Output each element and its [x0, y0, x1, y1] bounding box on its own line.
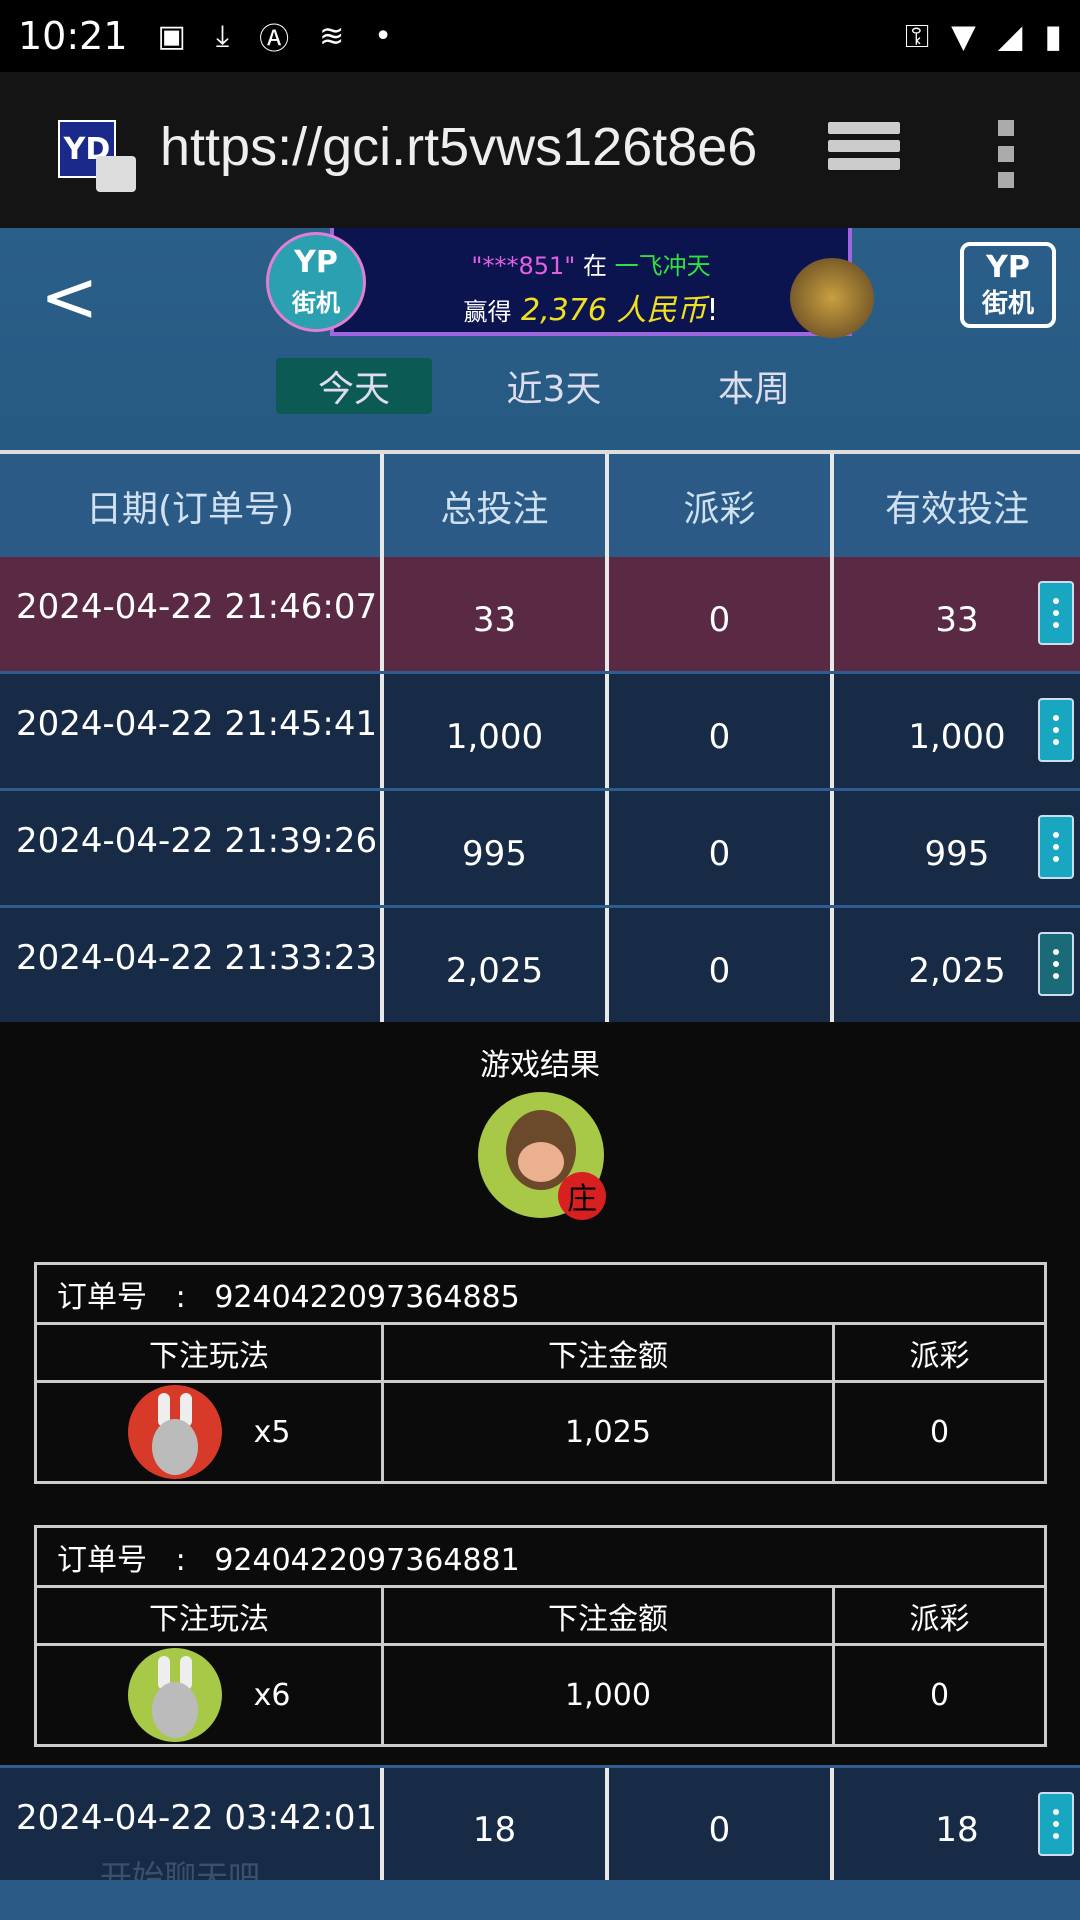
- tab-switcher-icon[interactable]: [828, 122, 900, 178]
- row-valid: 995: [924, 834, 990, 874]
- header-date: 日期(订单号): [0, 454, 384, 557]
- row-menu-icon[interactable]: [1038, 581, 1074, 645]
- table-row[interactable]: 2024-04-22 21:39:26 995 0 995: [0, 791, 1080, 908]
- win-announcement-banner: "***851" 在 一飞冲天 赢得 2,376 人民币!: [330, 228, 852, 336]
- row-total: 18: [384, 1768, 609, 1880]
- bet-multiplier: x6: [253, 1677, 291, 1713]
- banner-exclaim: !: [706, 293, 719, 328]
- clock: 10:21: [18, 14, 128, 58]
- status-bar: 10:21 ▣ ⤓ Ⓐ ≋ • ⚿ ▼ ◢ ▮: [0, 0, 1080, 72]
- treasure-chest-icon: [790, 258, 874, 338]
- row-payout: 0: [609, 674, 834, 788]
- bet-payout: 0: [929, 1414, 950, 1450]
- tab-today[interactable]: 今天: [276, 358, 432, 414]
- header-bet-amount: 下注金额: [384, 1325, 835, 1380]
- more-menu-icon[interactable]: [998, 120, 1018, 198]
- page-header: < "***851" 在 一飞冲天 赢得 2,376 人民币! YP 街机 YP 街…: [0, 228, 1080, 450]
- bet-payout: 0: [929, 1677, 950, 1713]
- dot-icon: •: [374, 18, 392, 54]
- battery-charging-icon: ▮: [1044, 16, 1062, 55]
- table-row[interactable]: 2024-04-22 21:46:07 33 0 33: [0, 557, 1080, 674]
- lock-icon[interactable]: [96, 156, 136, 192]
- table-row[interactable]: 2024-04-22 03:42:01 18 0 18: [0, 1765, 1080, 1880]
- yp-badge-logo: YP 街机: [266, 232, 366, 332]
- nfc-icon: ≋: [319, 18, 345, 54]
- banner-game: 一飞冲天: [614, 252, 711, 280]
- banner-user: "***851": [471, 252, 576, 280]
- row-menu-icon[interactable]: [1038, 698, 1074, 762]
- header-payout: 派彩: [909, 1338, 970, 1374]
- signal-icon: ◢: [997, 16, 1023, 55]
- row-menu-icon[interactable]: [1038, 932, 1074, 996]
- table-row[interactable]: 2024-04-22 21:33:23 2,025 0 2,025: [0, 908, 1080, 1022]
- key-icon: ⚿: [904, 16, 930, 55]
- row-total: 1,000: [384, 674, 609, 788]
- row-valid: 2,025: [908, 951, 1006, 991]
- row-date: 2024-04-22 03:42:01: [0, 1768, 384, 1880]
- row-payout: 0: [609, 908, 834, 1022]
- row-date: 2024-04-22 21:46:07: [0, 557, 384, 671]
- banker-badge: 庄: [558, 1172, 606, 1220]
- site-favicon: YD: [58, 120, 116, 178]
- banner-won: 赢得: [463, 298, 512, 326]
- row-date: 2024-04-22 21:33:23: [0, 908, 384, 1022]
- game-result-panel: 游戏结果 庄 订单号 : 9240422097364885 下注玩法 下注金额 …: [0, 1022, 1080, 1765]
- banner-in: 在: [582, 252, 607, 280]
- row-total: 33: [384, 557, 609, 671]
- order-table: 订单号 : 9240422097364885 下注玩法 下注金额 派彩 x5 1…: [34, 1262, 1047, 1484]
- table-row[interactable]: 2024-04-22 21:45:41 1,000 0 1,000: [0, 674, 1080, 791]
- row-payout: 0: [609, 557, 834, 671]
- bet-amount: 1,025: [384, 1383, 835, 1481]
- header-total-bet: 总投注: [384, 454, 609, 557]
- row-payout: 0: [609, 791, 834, 905]
- order-number: 订单号 : 9240422097364885: [37, 1265, 1044, 1325]
- image-icon: ▣: [157, 18, 186, 54]
- download-icon: ⤓: [215, 18, 230, 54]
- table-header: 日期(订单号) 总投注 派彩 有效投注: [0, 450, 1080, 557]
- header-bet-type: 下注玩法: [37, 1325, 384, 1380]
- bet-amount: 1,000: [384, 1646, 835, 1744]
- monkey-result-icon: 庄: [478, 1092, 606, 1220]
- wifi-icon: ▼: [951, 16, 976, 55]
- yp-logo-button[interactable]: YP 街机: [960, 242, 1056, 328]
- header-bet-type: 下注玩法: [37, 1588, 384, 1643]
- header-bet-amount: 下注金额: [384, 1588, 835, 1643]
- bottom-bar: [0, 1880, 1080, 1920]
- rabbit-icon: [127, 1385, 222, 1479]
- game-result-title: 游戏结果: [480, 1048, 600, 1083]
- row-valid: 1,000: [908, 717, 1006, 757]
- row-total: 2,025: [384, 908, 609, 1022]
- row-menu-icon[interactable]: [1038, 815, 1074, 879]
- header-payout: 派彩: [909, 1601, 970, 1637]
- bet-multiplier: x5: [253, 1414, 291, 1450]
- row-payout: 0: [609, 1768, 834, 1880]
- row-total: 995: [384, 791, 609, 905]
- back-button[interactable]: <: [40, 256, 99, 338]
- row-menu-icon[interactable]: [1038, 1792, 1074, 1856]
- tab-this-week[interactable]: 本周: [717, 369, 790, 410]
- row-date: 2024-04-22 21:45:41: [0, 674, 384, 788]
- order-table: 订单号 : 9240422097364881 下注玩法 下注金额 派彩 x6 1…: [34, 1525, 1047, 1747]
- row-valid: 33: [935, 600, 979, 640]
- tab-3-days[interactable]: 近3天: [506, 369, 602, 410]
- banner-amount: 2,376 人民币: [521, 293, 707, 328]
- row-date: 2024-04-22 21:39:26: [0, 791, 384, 905]
- font-icon: Ⓐ: [259, 22, 290, 57]
- header-payout: 派彩: [609, 454, 834, 557]
- order-number: 订单号 : 9240422097364881: [37, 1528, 1044, 1588]
- row-valid: 18: [935, 1810, 979, 1850]
- browser-toolbar: YD https://gci.rt5vws126t8e6: [0, 72, 1080, 228]
- header-valid-bet: 有效投注: [884, 488, 1029, 530]
- url-field[interactable]: https://gci.rt5vws126t8e6: [160, 117, 758, 177]
- rabbit-icon: [127, 1648, 222, 1742]
